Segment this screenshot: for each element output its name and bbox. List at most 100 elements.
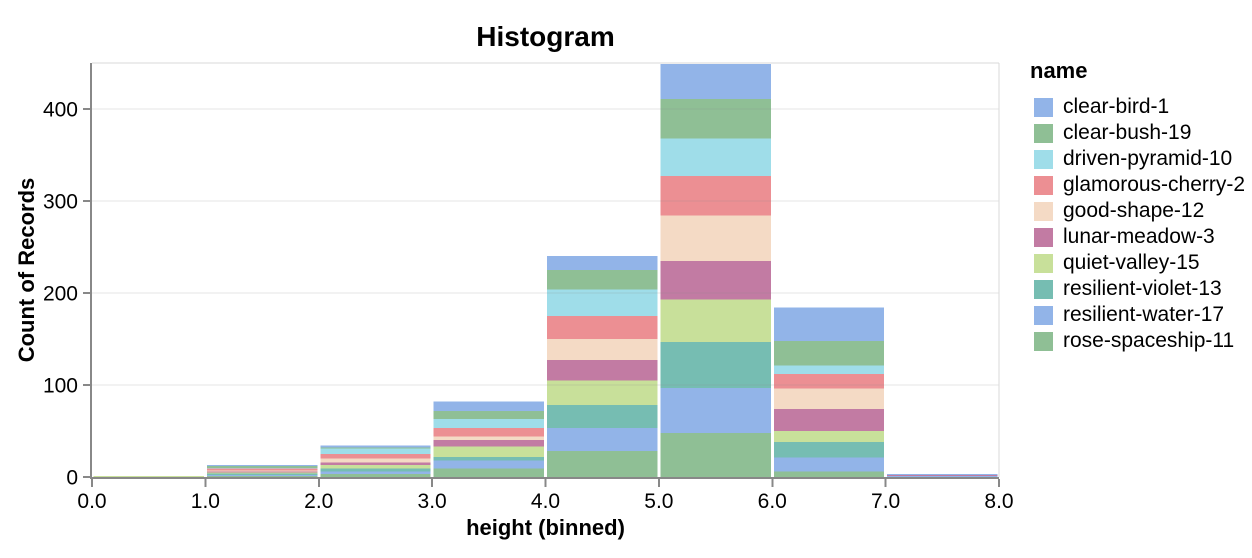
bar-segment-lunar-meadow-3-bin5 [660,260,771,300]
bar-segment-lunar-meadow-3-bin6 [773,408,885,431]
legend-item-clear-bush-19: clear-bush-19 [1030,120,1245,146]
bar-segment-quiet-valley-15-bin2 [320,465,431,469]
bar-segment-resilient-violet-13-bin3 [433,456,545,461]
bar-segment-resilient-violet-13-bin2 [320,468,431,472]
legend-item-resilient-violet-13: resilient-violet-13 [1030,276,1245,302]
legend-item-label: clear-bird-1 [1063,95,1170,118]
bar-segment-clear-bush-19-bin5 [660,98,771,139]
legend-item-good-shape-12: good-shape-12 [1030,198,1245,224]
bar-segment-clear-bird-1-bin5 [660,63,771,99]
bar-segment-driven-pyramid-10-bin1 [206,467,318,469]
bar-segment-glamorous-cherry-2-bin1 [206,468,318,471]
bar-segment-rose-spaceship-11-bin2 [320,474,431,477]
bar-segment-clear-bird-1-bin7 [887,474,998,476]
legend-item-label: good-shape-12 [1063,199,1205,222]
legend-item-label: glamorous-cherry-2 [1063,173,1246,196]
legend-item-label: resilient-water-17 [1063,303,1225,326]
legend-item-label: lunar-meadow-3 [1063,225,1215,248]
bar-segment-clear-bush-19-bin6 [773,340,885,366]
bar-segment-good-shape-12-bin4 [547,339,658,361]
bar-segment-good-shape-12-bin3 [433,436,545,441]
bar-segment-driven-pyramid-10-bin3 [433,419,545,429]
bar-segment-lunar-meadow-3-bin3 [433,440,545,447]
legend-item-glamorous-cherry-2: glamorous-cherry-2 [1030,172,1245,198]
bar-segment-rose-spaceship-11-bin4 [547,451,658,477]
x-tick-label-4: 4.0 [531,490,560,513]
chart-title: Histogram [476,21,615,52]
bar-segment-resilient-violet-13-bin5 [660,341,771,388]
bar-segment-good-shape-12-bin5 [660,215,771,261]
legend-swatch-icon [1034,253,1053,273]
bar-segment-glamorous-cherry-2-bin4 [547,316,658,339]
bar-segment-rose-spaceship-11-bin5 [660,432,771,477]
legend-swatch-icon [1034,201,1053,221]
bar-segment-lunar-meadow-3-bin1 [206,471,318,473]
bar-segment-clear-bush-19-bin4 [547,270,658,290]
bar-segment-clear-bush-19-bin3 [433,410,545,420]
bar-segment-resilient-water-17-bin5 [660,387,771,433]
legend-swatch-icon [1034,175,1053,195]
bar-segment-good-shape-12-bin2 [320,458,431,463]
bar-segment-resilient-violet-13-bin6 [773,442,885,458]
bar-segment-clear-bush-19-bin2 [320,447,431,449]
bar-segment-quiet-valley-15-bin3 [433,446,545,457]
bar-segment-quiet-valley-15-bin4 [547,380,658,406]
legend-swatch-icon [1034,331,1053,351]
bar-segment-lunar-meadow-3-bin7 [887,475,998,477]
legend-item-clear-bird-1: clear-bird-1 [1030,94,1245,120]
bar-segment-quiet-valley-15-bin5 [660,299,771,342]
bar-segment-driven-pyramid-10-bin2 [320,448,431,454]
legend-item-label: rose-spaceship-11 [1063,329,1235,352]
y-tick-label-400: 400 [43,99,78,122]
bar-segment-rose-spaceship-11-bin6 [773,471,885,477]
x-tick-label-7: 7.0 [871,490,900,513]
legend-title: name [1030,58,1088,83]
x-tick-label-2: 2.0 [304,490,333,513]
bar-segment-lunar-meadow-3-bin4 [547,360,658,381]
bar-segment-clear-bird-1-bin1 [206,465,318,466]
bar-segment-clear-bird-1-bin2 [320,445,431,448]
bar-segment-resilient-water-17-bin6 [773,457,885,472]
legend-item-label: resilient-violet-13 [1063,277,1222,300]
bar-segment-glamorous-cherry-2-bin5 [660,176,771,216]
legend-swatch-icon [1034,123,1053,143]
bar-segment-driven-pyramid-10-bin4 [547,289,658,316]
legend-item-driven-pyramid-10: driven-pyramid-10 [1030,146,1245,172]
bar-segment-quiet-valley-15-bin6 [773,431,885,443]
bar-segment-glamorous-cherry-2-bin3 [433,428,545,437]
bar-segment-clear-bird-1-bin4 [547,256,658,270]
y-tick-label-0: 0 [66,467,78,490]
x-tick-label-5: 5.0 [644,490,673,513]
bar-segment-driven-pyramid-10-bin6 [773,365,885,374]
y-tick-label-100: 100 [43,375,78,398]
bar-segment-quiet-valley-15-bin0 [93,476,204,477]
bar-segment-resilient-water-17-bin4 [547,428,658,452]
x-tick-label-6: 6.0 [758,490,787,513]
legend-swatch-icon [1034,279,1053,299]
legend-items: clear-bird-1 clear-bush-19 driven-pyramid-… [1030,94,1245,354]
legend-item-quiet-valley-15: quiet-valley-15 [1030,250,1245,276]
legend-item-resilient-water-17: resilient-water-17 [1030,302,1245,328]
bar-segment-good-shape-12-bin6 [773,388,885,409]
bar-segment-glamorous-cherry-2-bin6 [773,373,885,389]
bar-segment-resilient-violet-13-bin4 [547,405,658,429]
bar-segment-lunar-meadow-3-bin2 [320,462,431,466]
x-tick-label-1: 1.0 [191,490,220,513]
x-tick-label-8: 8.0 [984,490,1013,513]
bar-segment-resilient-water-17-bin3 [433,460,545,469]
bar-segment-clear-bird-1-bin6 [773,307,885,341]
x-tick-label-3: 3.0 [418,490,447,513]
legend-swatch-icon [1034,305,1053,325]
legend-item-label: clear-bush-19 [1063,121,1192,144]
legend-swatch-icon [1034,149,1053,169]
y-axis-title: Count of Records [14,177,39,363]
x-tick-label-0: 0.0 [77,490,106,513]
legend-item-label: quiet-valley-15 [1063,251,1200,274]
bar-segment-good-shape-12-bin1 [206,470,318,472]
legend-item-rose-spaceship-11: rose-spaceship-11 [1030,328,1245,354]
bar-segment-resilient-water-17-bin2 [320,471,431,475]
bar-segment-rose-spaceship-11-bin3 [433,468,545,477]
x-axis-title: height (binned) [466,515,625,540]
